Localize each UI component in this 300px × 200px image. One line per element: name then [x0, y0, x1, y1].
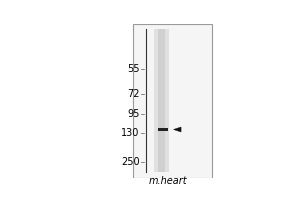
- Text: 72: 72: [127, 89, 140, 99]
- Text: 130: 130: [122, 128, 140, 138]
- Text: m.heart: m.heart: [148, 176, 187, 186]
- Bar: [158, 29, 165, 172]
- Polygon shape: [173, 127, 181, 132]
- Text: 95: 95: [128, 109, 140, 119]
- Text: 55: 55: [127, 64, 140, 74]
- Bar: [158, 128, 168, 131]
- Bar: [133, 24, 212, 178]
- Bar: [154, 29, 170, 172]
- Text: 250: 250: [121, 157, 140, 167]
